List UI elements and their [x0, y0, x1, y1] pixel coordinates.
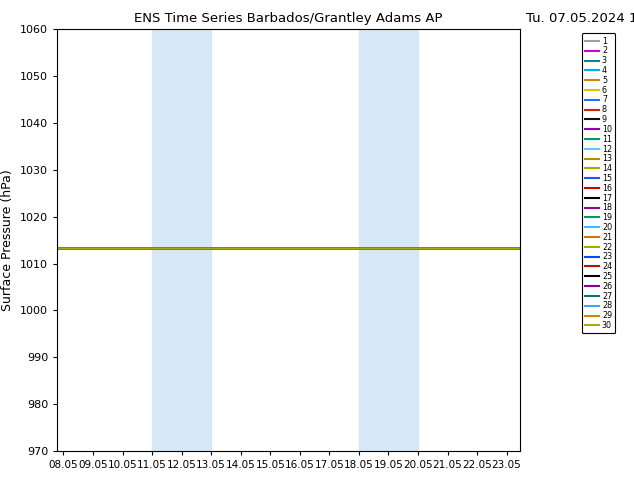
Y-axis label: Surface Pressure (hPa): Surface Pressure (hPa)	[1, 169, 15, 311]
Text: ENS Time Series Barbados/Grantley Adams AP: ENS Time Series Barbados/Grantley Adams …	[134, 12, 443, 25]
Text: Tu. 07.05.2024 18 UTC: Tu. 07.05.2024 18 UTC	[526, 12, 634, 25]
Legend: 1, 2, 3, 4, 5, 6, 7, 8, 9, 10, 11, 12, 13, 14, 15, 16, 17, 18, 19, 20, 21, 22, 2: 1, 2, 3, 4, 5, 6, 7, 8, 9, 10, 11, 12, 1…	[582, 33, 616, 333]
Bar	[359, 29, 418, 451]
Bar	[152, 29, 211, 451]
